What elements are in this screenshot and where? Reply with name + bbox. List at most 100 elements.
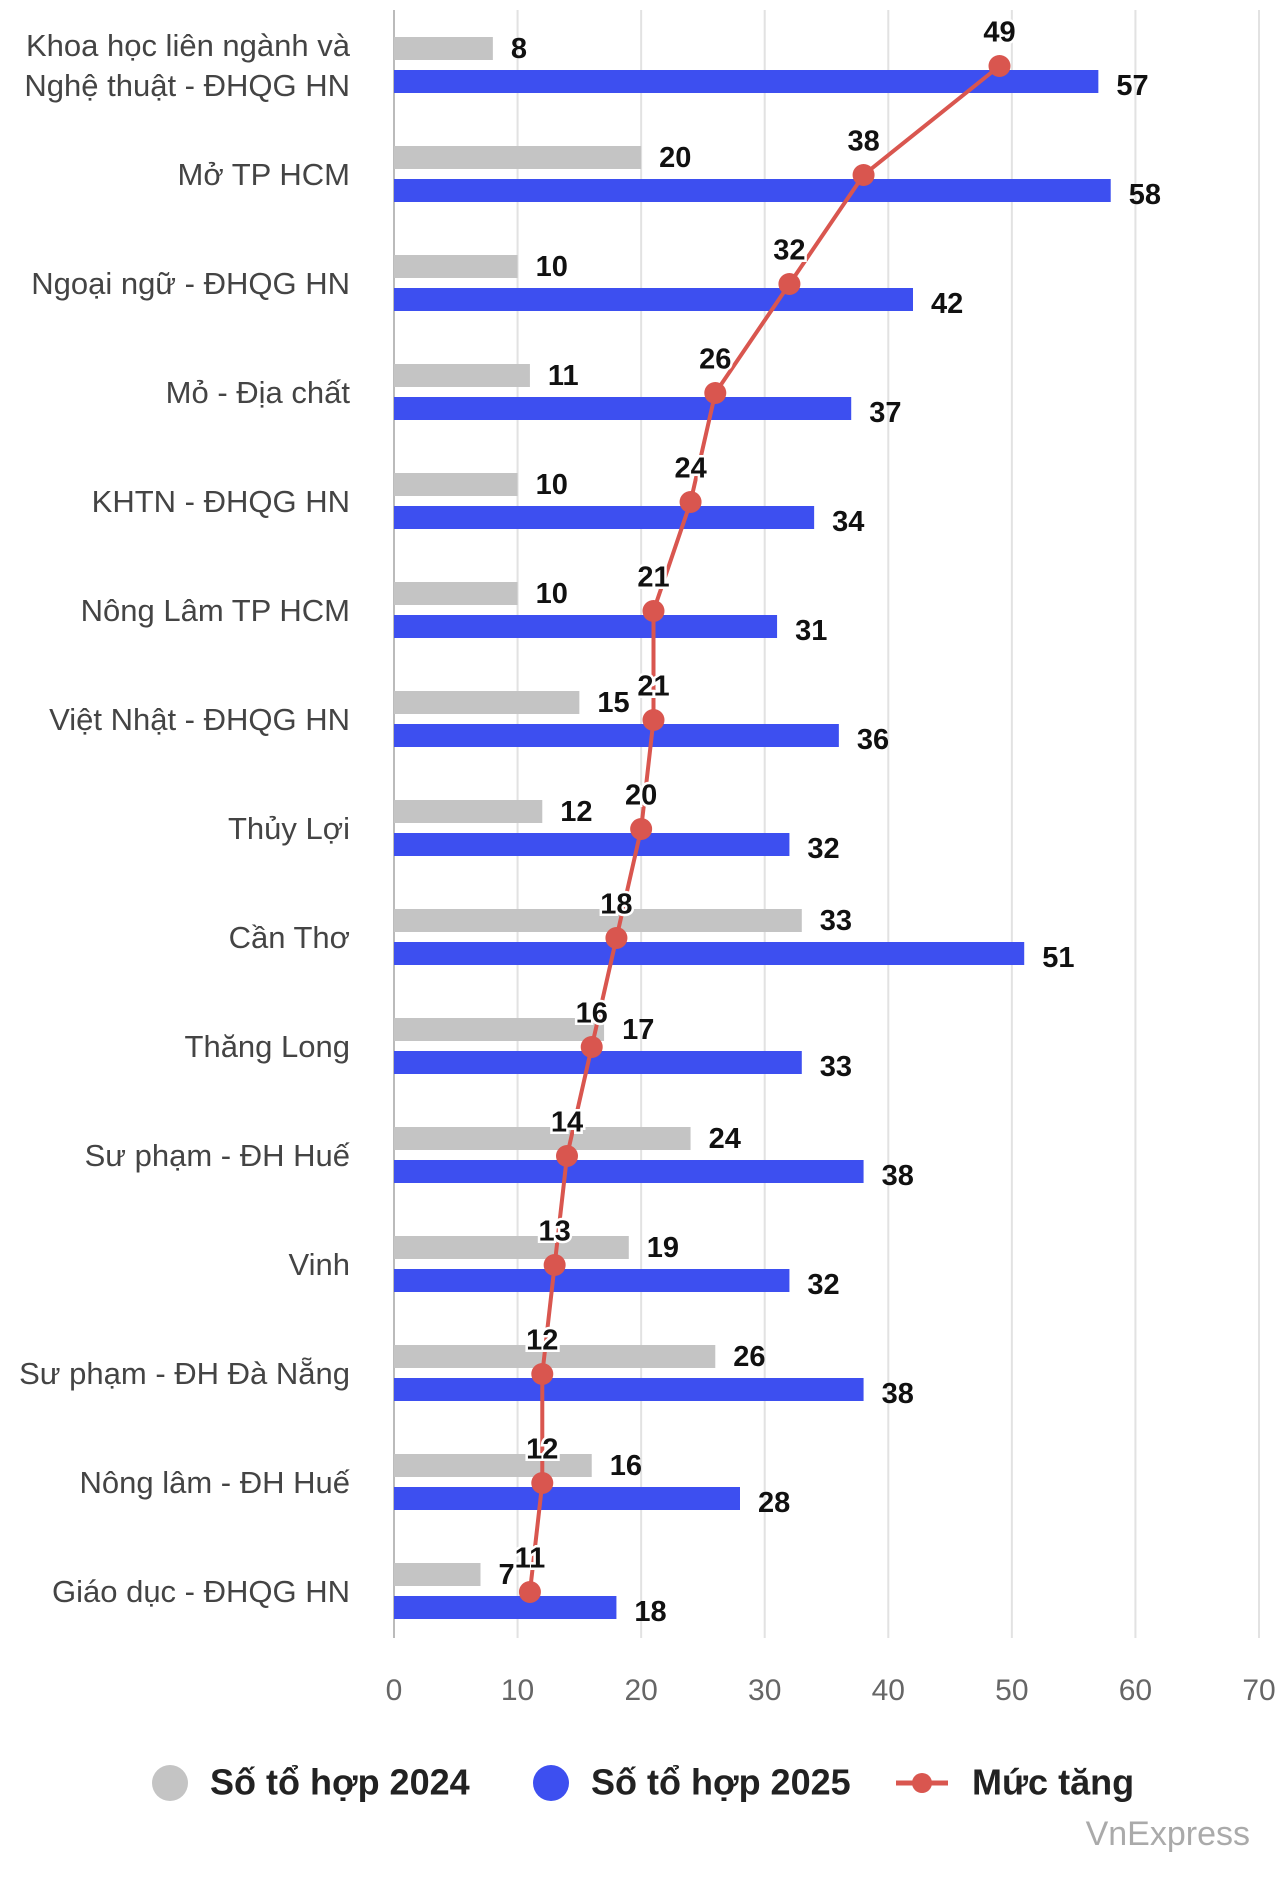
bar: [394, 1454, 592, 1477]
bar: [394, 288, 913, 311]
category-label: Mỏ - Địa chất: [165, 375, 350, 410]
bar: [394, 506, 815, 529]
value-label: 33: [820, 1051, 852, 1083]
value-label: 17: [622, 1014, 654, 1046]
line-point: [642, 709, 665, 731]
line-point: [580, 1036, 603, 1058]
bar: [394, 615, 778, 638]
bar: [394, 1236, 629, 1259]
value-label: 26: [733, 1341, 765, 1373]
value-label: 10: [536, 469, 568, 501]
bar: [394, 724, 839, 747]
bar: [394, 473, 518, 496]
line-point: [679, 491, 702, 513]
value-label: 24: [709, 1123, 741, 1155]
bar: [394, 146, 642, 169]
value-label: 16: [610, 1450, 642, 1482]
value-label: 51: [1042, 942, 1074, 974]
value-label: 37: [869, 397, 901, 429]
line-point: [988, 55, 1011, 77]
value-label: 38: [882, 1378, 914, 1410]
category-label: Việt Nhật - ĐHQG HN: [49, 702, 350, 737]
value-label: 36: [857, 724, 889, 756]
bar: [394, 1018, 605, 1041]
legend-marker: [912, 1773, 932, 1793]
legend-label: Mức tăng: [972, 1762, 1134, 1803]
value-label: 19: [647, 1232, 679, 1264]
value-label: 12: [526, 1434, 558, 1466]
x-tick-label: 60: [1119, 1674, 1152, 1707]
line-point: [531, 1472, 554, 1494]
category-label: Cần Thơ: [228, 920, 350, 955]
value-label: 12: [560, 796, 592, 828]
line-point: [778, 273, 801, 295]
category-label: Sư phạm - ĐH Đà Nẵng: [19, 1356, 350, 1391]
category-label: Ngoại ngữ - ĐHQG HN: [31, 266, 350, 301]
x-tick-label: 30: [748, 1674, 781, 1707]
value-label: 10: [536, 251, 568, 283]
category-label: Nông Lâm TP HCM: [80, 593, 350, 628]
line-point: [704, 382, 727, 404]
bar: [394, 1051, 802, 1074]
legend-label: Số tổ hợp 2025: [591, 1762, 851, 1803]
value-label: 32: [807, 1269, 839, 1301]
category-label: Thủy Lợi: [228, 811, 350, 846]
bar: [394, 1127, 691, 1150]
x-tick-label: 10: [501, 1674, 534, 1707]
x-tick-label: 0: [386, 1674, 403, 1707]
value-label: 34: [832, 506, 864, 538]
bar: [394, 909, 802, 932]
category-label: Thăng Long: [184, 1029, 350, 1064]
value-label: 38: [882, 1160, 914, 1192]
value-label: 31: [795, 615, 827, 647]
value-label: 32: [773, 235, 805, 267]
value-label: 8: [511, 33, 527, 65]
legend-marker: [152, 1765, 188, 1801]
value-label: 11: [515, 1543, 546, 1575]
x-tick-label: 20: [624, 1674, 657, 1707]
bar: [394, 70, 1099, 93]
line-point: [518, 1581, 541, 1603]
bar: [394, 691, 580, 714]
line-point: [852, 164, 875, 186]
category-label: Vinh: [288, 1247, 351, 1282]
bar: [394, 800, 543, 823]
value-label: 18: [634, 1596, 666, 1628]
value-label: 26: [699, 344, 731, 376]
category-label: Mở TP HCM: [177, 157, 350, 192]
value-label: 14: [551, 1107, 583, 1139]
value-label: 20: [625, 780, 657, 812]
bar: [394, 179, 1111, 202]
value-label: 12: [526, 1325, 558, 1357]
value-label: 7: [499, 1559, 515, 1591]
line-point: [642, 600, 665, 622]
value-label: 13: [539, 1216, 571, 1248]
value-label: 15: [597, 687, 629, 719]
line-point: [556, 1145, 578, 1167]
value-label: 16: [576, 998, 608, 1030]
source: VnExpress: [1086, 1815, 1250, 1853]
value-label: 11: [548, 360, 579, 392]
value-label: 21: [637, 562, 669, 594]
bar: [394, 1487, 740, 1510]
value-label: 58: [1129, 179, 1161, 211]
value-label: 28: [758, 1487, 790, 1519]
value-label: 49: [983, 17, 1015, 49]
value-label: 10: [536, 578, 568, 610]
x-tick-label: 40: [872, 1674, 905, 1707]
category-label: KHTN - ĐHQG HN: [91, 484, 350, 519]
value-label: 24: [674, 453, 706, 485]
bar: [394, 1596, 617, 1619]
bar: [394, 1563, 481, 1586]
category-label: Nông lâm - ĐH Huế: [79, 1465, 350, 1500]
bar: [394, 1345, 716, 1368]
category-label: Sư phạm - ĐH Huế: [84, 1138, 350, 1173]
bar: [394, 1269, 790, 1292]
value-label: 32: [807, 833, 839, 865]
bar: [394, 255, 518, 278]
bar: [394, 833, 790, 856]
bar: [394, 364, 530, 387]
value-label: 33: [820, 905, 852, 937]
line-point: [543, 1254, 566, 1276]
